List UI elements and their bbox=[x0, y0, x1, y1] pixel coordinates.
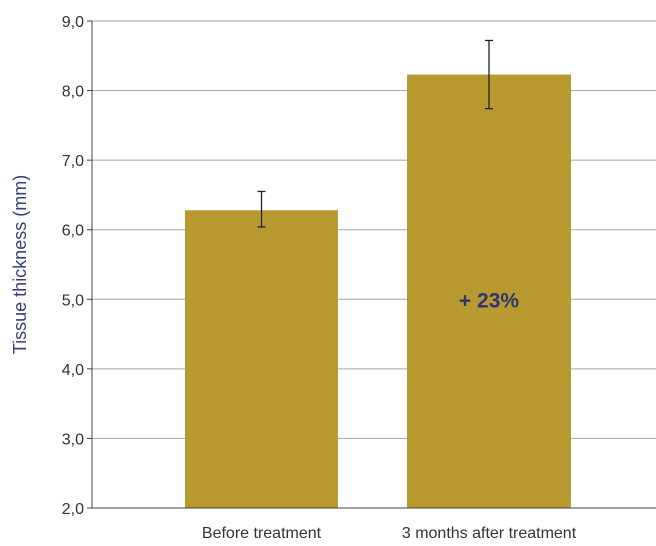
percent-change-label: + 23% bbox=[459, 289, 519, 312]
y-tick-label: 5,0 bbox=[62, 292, 84, 309]
y-tick-labels: 2,0 3,0 4,0 5,0 6,0 7,0 8,0 9,0 bbox=[62, 14, 84, 518]
y-tick-label: 8,0 bbox=[62, 84, 84, 101]
y-axis-label: Tissue thickness (mm) bbox=[10, 175, 30, 354]
y-tick-label: 7,0 bbox=[62, 153, 84, 170]
axes bbox=[87, 20, 656, 509]
bar bbox=[407, 74, 571, 508]
bars bbox=[185, 74, 571, 508]
y-tick-label: 9,0 bbox=[62, 14, 84, 31]
y-tick-label: 3,0 bbox=[62, 431, 84, 448]
grid-lines bbox=[92, 20, 656, 509]
annotations: + 23% bbox=[459, 289, 519, 312]
x-category-labels: Before treatment 3 months after treatment bbox=[202, 525, 577, 542]
x-category-label: Before treatment bbox=[202, 525, 322, 542]
y-tick-label: 2,0 bbox=[62, 501, 84, 518]
y-tick-label: 6,0 bbox=[62, 223, 84, 240]
x-category-label: 3 months after treatment bbox=[402, 525, 577, 542]
y-tick-label: 4,0 bbox=[62, 362, 84, 379]
error-bars bbox=[257, 39, 493, 228]
bar bbox=[185, 210, 338, 508]
